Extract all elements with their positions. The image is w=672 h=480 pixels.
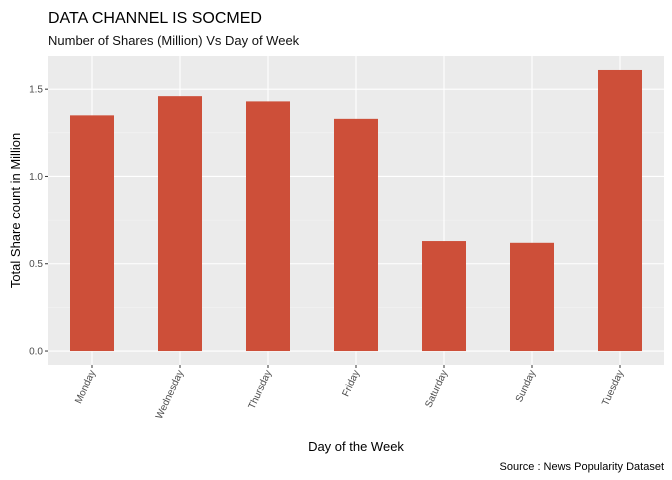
bars xyxy=(70,69,642,352)
y-axis-title: Total Share count in Million xyxy=(8,133,23,288)
bar-wednesday xyxy=(158,96,202,352)
x-tick-label-sunday: Sunday xyxy=(514,369,538,404)
bar-monday xyxy=(70,115,114,352)
bar-sunday xyxy=(510,242,554,352)
chart-subtitle: Number of Shares (Million) Vs Day of Wee… xyxy=(48,33,300,48)
bar-friday xyxy=(334,118,378,352)
x-axis: Monday Wednesday Thursday Friday Saturday Sun… xyxy=(73,365,626,421)
x-tick-label-tuesday: Tuesday xyxy=(600,369,626,408)
y-tick-label: 0.0 xyxy=(29,347,43,358)
x-tick-label-saturday: Saturday xyxy=(423,369,450,410)
x-tick-label-friday: Friday xyxy=(341,369,363,399)
bar-thursday xyxy=(246,101,290,352)
x-tick-label-monday: Monday xyxy=(73,369,98,406)
y-tick-label: 0.5 xyxy=(29,259,43,270)
x-axis-title: Day of the Week xyxy=(308,439,404,454)
y-axis: 0.0 0.5 1.0 1.5 xyxy=(29,85,48,358)
x-tick-label-wednesday: Wednesday xyxy=(154,369,186,421)
x-tick-label-thursday: Thursday xyxy=(247,369,275,411)
y-tick-label: 1.5 xyxy=(29,85,43,96)
bar-saturday xyxy=(422,241,466,352)
bar-tuesday xyxy=(598,69,642,352)
y-tick-label: 1.0 xyxy=(29,172,43,183)
chart-caption: Source : News Popularity Dataset xyxy=(500,461,664,473)
chart-title: DATA CHANNEL IS SOCMED xyxy=(48,10,262,27)
